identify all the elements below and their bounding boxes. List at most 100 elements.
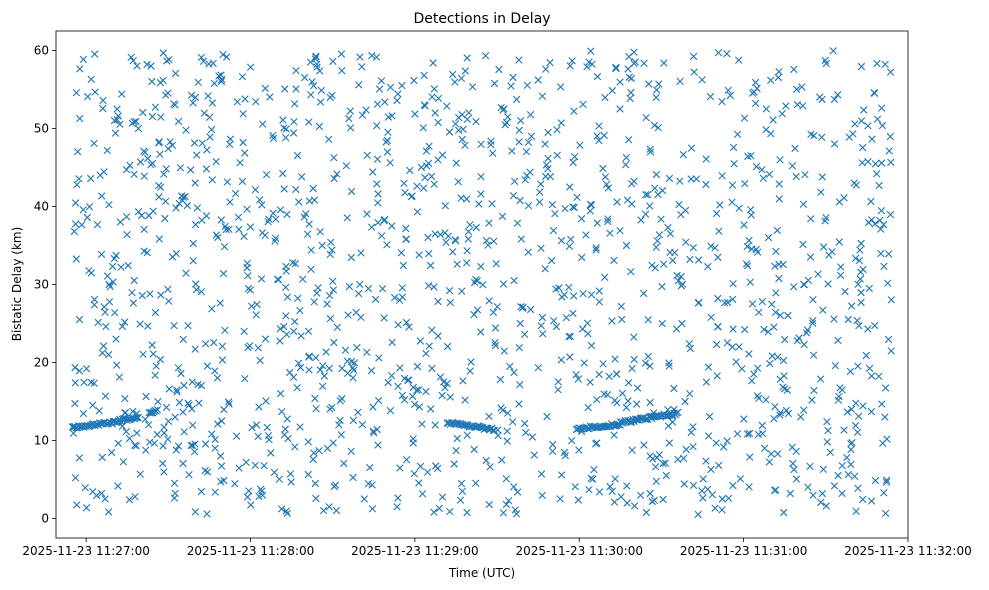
data-point <box>748 245 756 253</box>
data-point <box>279 169 287 178</box>
data-point <box>225 225 233 233</box>
data-point <box>575 446 583 454</box>
data-point <box>611 475 619 483</box>
data-point <box>275 475 283 483</box>
data-point <box>175 398 184 407</box>
data-point <box>428 364 436 373</box>
data-point <box>122 166 131 174</box>
data-point <box>214 420 222 428</box>
data-point <box>197 288 206 296</box>
data-point <box>613 198 621 206</box>
data-point <box>373 155 382 163</box>
data-point <box>887 347 895 355</box>
data-point <box>821 56 829 65</box>
data-point <box>146 290 154 298</box>
data-point <box>211 367 219 375</box>
data-point <box>818 133 826 141</box>
data-point <box>415 479 423 487</box>
data-point <box>98 192 106 200</box>
data-point <box>164 285 172 293</box>
data-point <box>330 338 338 347</box>
data-point <box>587 291 596 299</box>
data-point <box>307 246 315 254</box>
data-point <box>774 73 782 82</box>
data-point <box>315 447 323 455</box>
data-point <box>870 89 879 97</box>
data-point <box>454 178 462 186</box>
data-point <box>865 284 873 293</box>
data-point <box>396 364 404 372</box>
data-point <box>110 116 119 125</box>
data-point <box>610 498 619 506</box>
data-point <box>238 177 247 186</box>
data-point <box>822 502 830 510</box>
data-point <box>660 59 668 67</box>
data-point <box>133 429 141 437</box>
data-point <box>573 193 581 201</box>
data-point <box>148 77 156 86</box>
data-point <box>201 340 210 348</box>
data-point <box>784 409 793 418</box>
data-point <box>537 322 545 330</box>
data-point <box>792 85 801 94</box>
data-point <box>307 91 315 99</box>
data-point <box>569 158 577 167</box>
data-point <box>655 80 663 88</box>
data-point <box>771 403 779 411</box>
data-point <box>809 351 818 359</box>
data-point <box>825 251 833 259</box>
data-point <box>726 91 734 100</box>
data-point <box>121 318 129 326</box>
data-point <box>405 323 413 331</box>
data-point <box>871 220 879 228</box>
data-point <box>851 254 860 262</box>
data-point <box>254 432 262 441</box>
data-point <box>487 137 495 145</box>
data-point <box>244 272 252 280</box>
data-point <box>430 85 438 93</box>
data-point <box>517 235 525 243</box>
data-point <box>368 223 376 231</box>
data-point <box>223 178 231 186</box>
data-point <box>173 386 181 394</box>
data-point <box>176 164 185 172</box>
data-point <box>296 363 305 372</box>
data-point <box>289 259 297 267</box>
data-point <box>873 170 881 178</box>
data-point <box>451 78 459 86</box>
data-point <box>347 357 356 366</box>
data-point <box>859 143 867 152</box>
data-point <box>356 280 364 289</box>
data-point <box>568 57 576 65</box>
data-point <box>410 400 419 409</box>
data-point <box>457 479 466 488</box>
data-point <box>836 271 845 280</box>
data-point <box>723 437 731 445</box>
data-point <box>776 375 784 383</box>
data-point <box>799 240 807 249</box>
data-point <box>779 356 788 365</box>
data-point <box>652 477 660 485</box>
data-point <box>664 223 672 232</box>
data-point <box>347 253 355 262</box>
data-point <box>354 289 363 298</box>
data-point <box>850 179 858 187</box>
data-point <box>409 383 417 392</box>
data-point <box>270 468 279 477</box>
data-point <box>427 172 436 181</box>
data-point <box>584 330 592 338</box>
data-point <box>402 235 410 243</box>
data-point <box>490 79 499 88</box>
data-point <box>269 134 278 142</box>
data-point <box>489 308 498 317</box>
data-point <box>421 102 429 110</box>
data-point <box>630 502 639 510</box>
data-point <box>574 496 582 504</box>
data-point <box>241 375 249 383</box>
data-point <box>261 84 269 93</box>
data-point <box>729 481 737 490</box>
data-point <box>616 105 624 113</box>
data-point <box>444 232 452 240</box>
data-point <box>282 283 290 291</box>
data-point <box>748 300 757 308</box>
